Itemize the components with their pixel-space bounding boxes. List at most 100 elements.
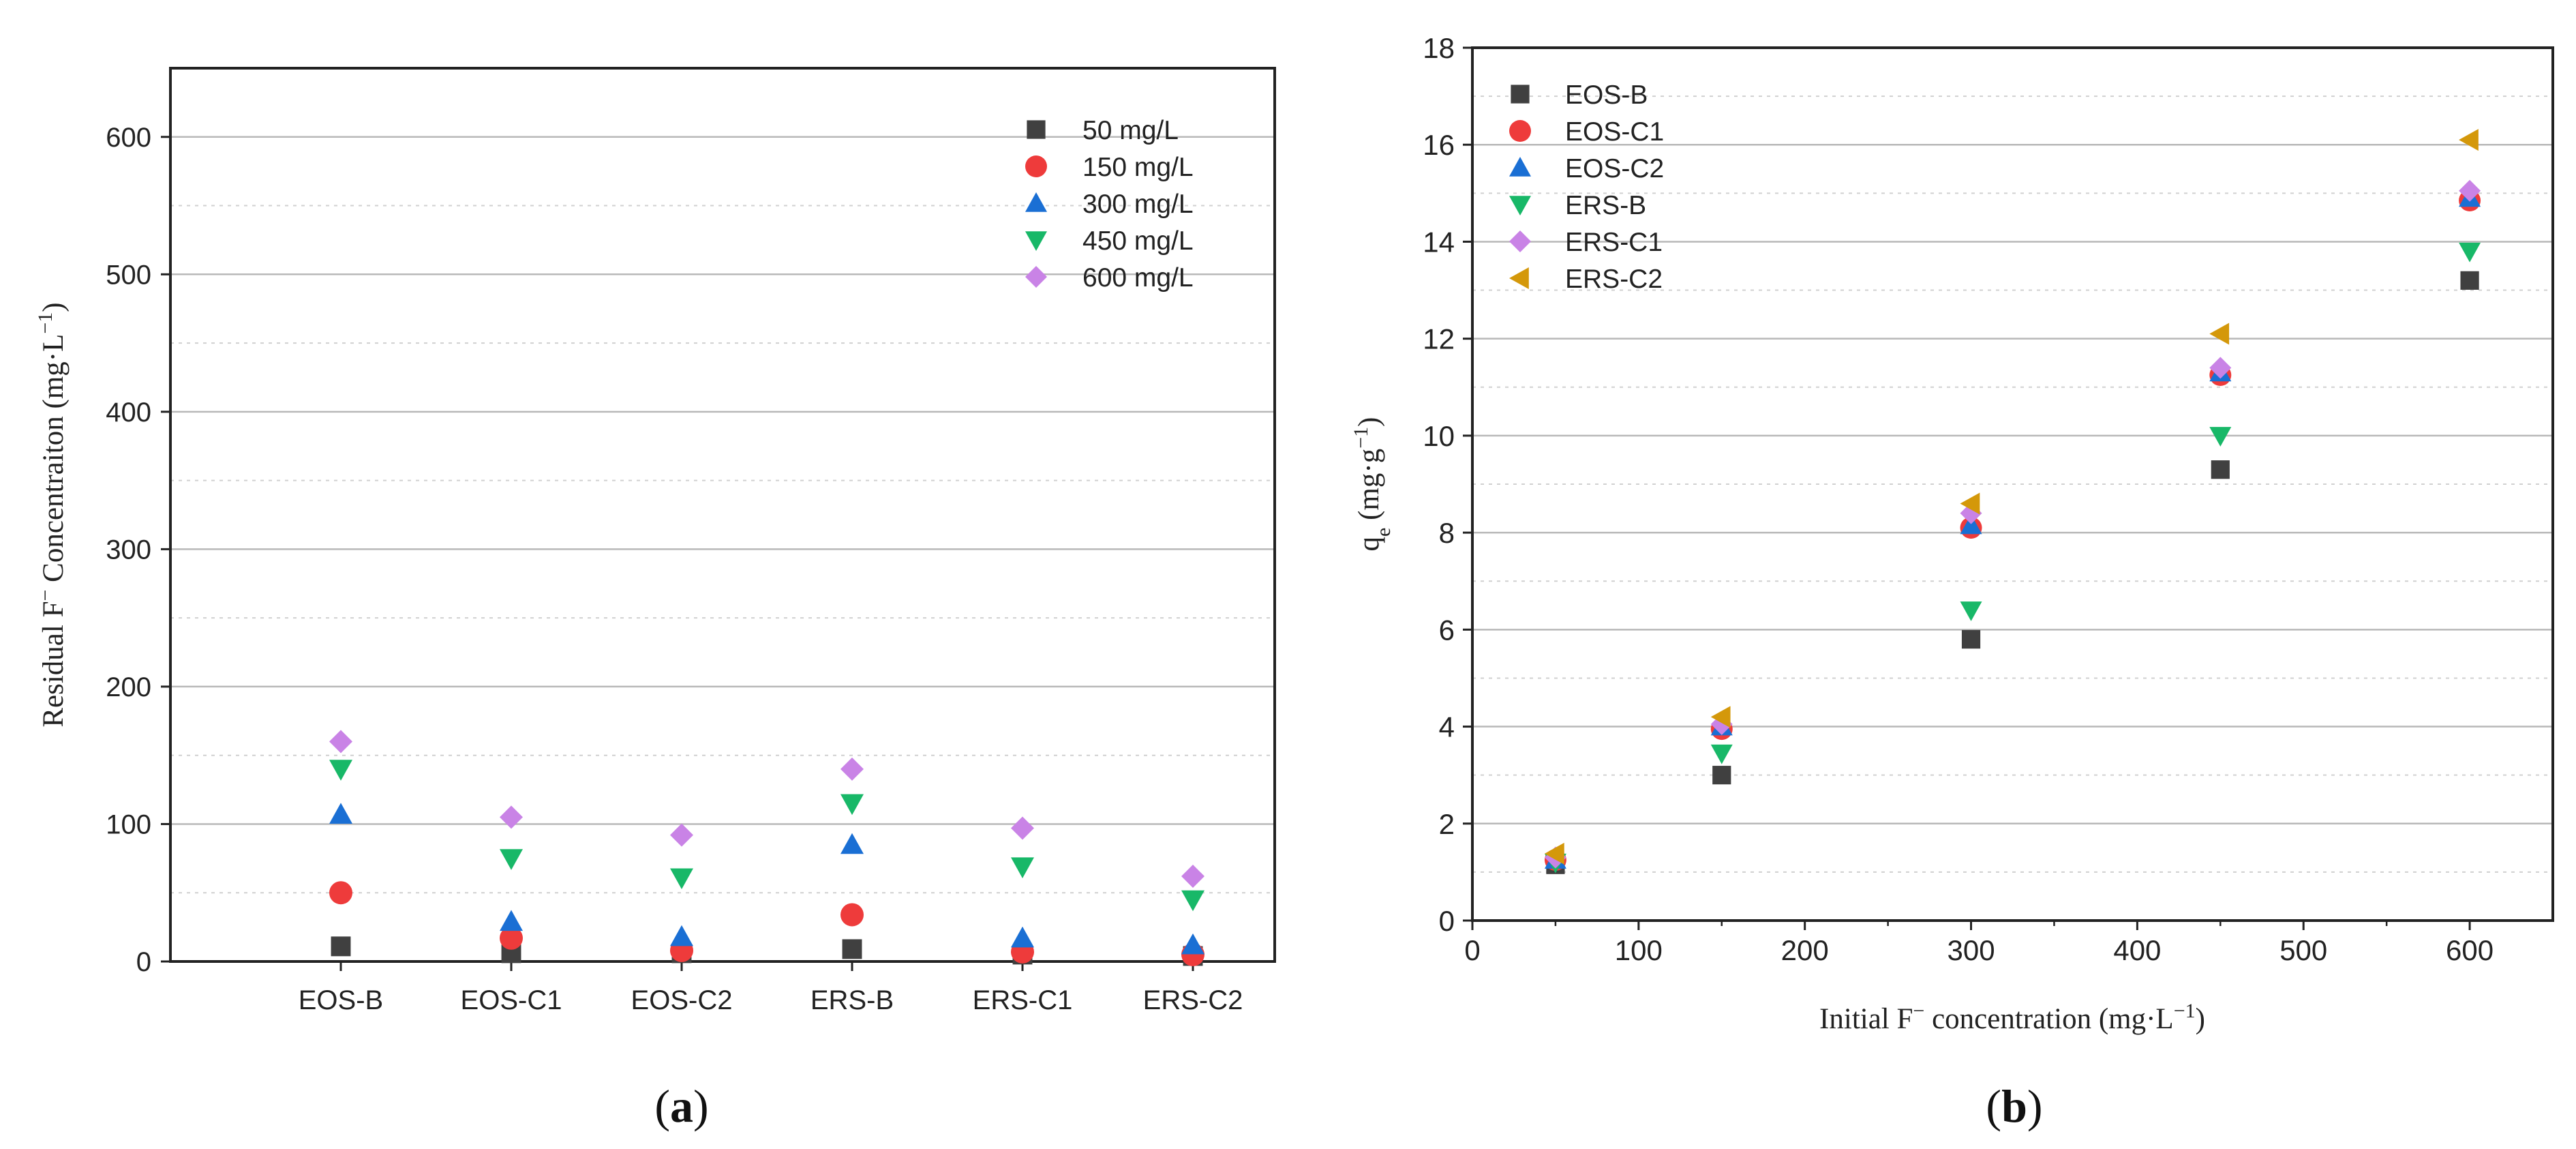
data-point [329, 730, 352, 753]
panel-a-legend: 50 mg/L 150 mg/L 300 mg/L 450 mg/L 600 mg/L [1025, 116, 1194, 293]
panel-a-ticks: 0 100 200 300 400 500 600 EOS-B EOS-C1 EOS-C2 ERS-… [106, 123, 1243, 1015]
data-point [1011, 816, 1034, 840]
panel-a-label: (a) [654, 1080, 708, 1132]
data-point [2211, 460, 2230, 479]
y-tick-label: 500 [106, 260, 151, 290]
x-tick-label: 500 [2279, 934, 2327, 966]
y-tick-label: 18 [1423, 32, 1455, 64]
y-tick-label: 16 [1423, 129, 1455, 161]
legend-marker [1025, 155, 1047, 177]
x-tick-label: ERS-C2 [1143, 985, 1243, 1015]
x-tick-label: 200 [1781, 934, 1829, 966]
x-tick-label: 400 [2113, 934, 2161, 966]
y-tick-label: 12 [1423, 323, 1455, 355]
legend-label: EOS-C1 [1565, 117, 1664, 147]
legend-marker [1509, 267, 1529, 289]
data-point [1710, 706, 1731, 728]
legend-label: ERS-C2 [1565, 265, 1663, 294]
data-point [1011, 857, 1034, 878]
data-point [1011, 926, 1034, 948]
panel-b-label: (b) [1986, 1080, 2042, 1132]
legend-label: 450 mg/L [1082, 226, 1194, 256]
legend-marker [1509, 157, 1531, 177]
legend-label: 300 mg/L [1082, 190, 1194, 219]
y-tick-label: 300 [106, 535, 151, 565]
legend-marker [1509, 120, 1531, 142]
y-tick-label: 6 [1439, 614, 1455, 646]
data-point [2460, 271, 2479, 290]
data-point [1181, 890, 1204, 912]
panel-b-chart: 0 2 4 6 8 10 12 14 16 18 0 100 200 300 400 500 600 EOS-B… [1350, 32, 2554, 1132]
data-point [840, 833, 864, 854]
legend-marker [1025, 192, 1047, 212]
legend-marker [1027, 120, 1046, 139]
data-point [2459, 179, 2481, 202]
data-point [1181, 865, 1204, 889]
data-point [840, 903, 864, 927]
legend-label: EOS-C2 [1565, 154, 1664, 183]
x-tick-label: 600 [2446, 934, 2494, 966]
data-point [2209, 323, 2230, 345]
panel-a-y-axis-title: Residual F− Concentraiton (mg·L−1) [34, 302, 70, 727]
data-point [1961, 629, 1981, 649]
data-point [1712, 766, 1731, 785]
panel-b-points [1544, 129, 2481, 874]
panel-a-chart: 0 100 200 300 400 500 600 EOS-B EOS-C1 EOS-C2 ERS-… [34, 67, 1276, 1132]
x-tick-label: 0 [1464, 934, 1480, 966]
data-point [1960, 601, 1982, 621]
y-tick-label: 8 [1439, 517, 1455, 549]
legend-label: EOS-B [1565, 80, 1648, 110]
legend-marker [1509, 196, 1531, 215]
x-tick-label: ERS-B [810, 985, 894, 1015]
x-tick-label: 300 [1947, 934, 1995, 966]
legend-marker [1025, 266, 1047, 288]
panel-a-gridlines [170, 136, 1275, 894]
legend-label: ERS-C1 [1565, 228, 1663, 257]
data-point [840, 794, 864, 816]
x-tick-label: EOS-B [299, 985, 383, 1015]
legend-label: 150 mg/L [1082, 153, 1194, 182]
data-point [2209, 427, 2232, 447]
data-point [500, 849, 523, 870]
data-point [331, 936, 351, 957]
panel-b-legend: EOS-B EOS-C1 EOS-C2 ERS-B ERS-C1 ERS-C2 [1509, 80, 1664, 294]
data-point [840, 757, 864, 781]
y-tick-label: 600 [106, 123, 151, 153]
panel-b-y-axis-title: qe (mg·g−1) [1350, 417, 1395, 552]
data-point [670, 823, 693, 847]
x-tick-label: ERS-C1 [973, 985, 1073, 1015]
y-tick-label: 400 [106, 398, 151, 428]
data-point [2459, 242, 2481, 263]
panel-a-points [329, 730, 1204, 966]
data-point [329, 881, 352, 905]
data-point [2209, 357, 2232, 379]
y-tick-label: 0 [136, 947, 151, 977]
y-tick-label: 4 [1439, 711, 1455, 743]
legend-marker [1025, 231, 1047, 251]
legend-label: 600 mg/L [1082, 263, 1194, 293]
panel-b-plot-frame [1471, 46, 2554, 922]
panel-b-ticks: 0 2 4 6 8 10 12 14 16 18 0 100 200 300 400 500 600 [1423, 32, 2494, 966]
data-point [500, 926, 523, 950]
legend-label: 50 mg/L [1082, 116, 1179, 145]
legend-label: ERS-B [1565, 191, 1646, 220]
x-tick-label: 100 [1615, 934, 1663, 966]
data-point [1960, 514, 1982, 535]
data-point [329, 760, 352, 781]
data-point [1710, 744, 1733, 764]
x-tick-label: EOS-C2 [631, 985, 733, 1015]
data-point [842, 939, 862, 959]
y-tick-label: 14 [1423, 226, 1455, 258]
y-tick-label: 100 [106, 809, 151, 839]
y-tick-label: 0 [1439, 905, 1455, 937]
data-point [2459, 129, 2479, 151]
panel-b-gridlines [1472, 95, 2553, 873]
y-tick-label: 10 [1423, 420, 1455, 452]
panel-a-plot-frame [169, 67, 1276, 963]
data-point [670, 925, 693, 946]
data-point [670, 868, 693, 890]
y-tick-label: 200 [106, 672, 151, 702]
data-point [329, 803, 352, 824]
x-tick-label: EOS-C1 [461, 985, 562, 1015]
